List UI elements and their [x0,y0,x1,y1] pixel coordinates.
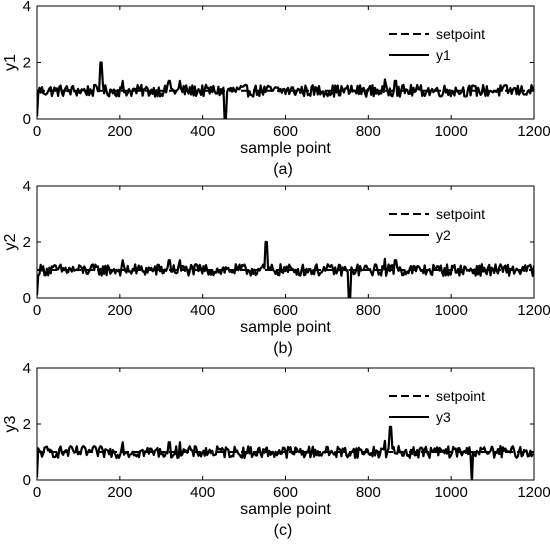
panel-caption: (c) [274,522,293,539]
chart-panel-3: 0 200 400 600 800 1000 1200 0 2 4 sample point y3 (c… [2,360,550,539]
chart-panel-1: 0 200 400 600 800 1000 1200 0 2 4 sample point y1 (a… [2,0,550,178]
x-tick-label: 200 [107,484,132,501]
y-tick-label: 2 [23,416,31,433]
x-tick-label: 400 [190,302,215,319]
legend-label: y2 [436,227,451,243]
x-tick-label: 800 [356,123,381,140]
legend-label: setpoint [436,26,485,42]
legend: setpoint y3 [389,388,485,425]
x-tick-label: 400 [190,123,215,140]
legend-label: setpoint [436,388,485,404]
x-tick-label: 800 [356,302,381,319]
x-tick-label: 200 [107,123,132,140]
x-tick-label: 400 [190,484,215,501]
x-tick-label: 0 [33,484,41,501]
x-tick-label: 800 [356,484,381,501]
legend: setpoint y1 [389,26,485,63]
y-tick-label: 0 [23,111,31,128]
x-tick-label: 1000 [434,302,467,319]
series-output-line [37,61,534,119]
x-axis-label: sample point [240,140,331,157]
x-tick-label: 1200 [517,302,550,319]
plot-frame [36,185,535,299]
plot-frame [36,367,535,481]
x-tick-label: 1200 [517,484,550,501]
y-tick-label: 0 [23,290,31,307]
x-tick-label: 1000 [434,123,467,140]
x-axis-label: sample point [240,319,331,336]
y-tick-label: 0 [23,472,31,489]
y-tick-label: 2 [23,55,31,72]
legend-label: setpoint [436,206,485,222]
x-tick-label: 600 [273,484,298,501]
y-tick-label: 4 [23,0,31,15]
legend-label: y3 [436,409,451,425]
chart-panel-2: 0 200 400 600 800 1000 1200 0 2 4 sample point y2 (b… [2,178,550,357]
y-axis-label: y3 [2,415,19,432]
panel-caption: (b) [273,340,293,357]
y-tick-label: 4 [23,360,31,377]
series-output-line [37,240,534,298]
legend: setpoint y2 [389,206,485,243]
x-tick-label: 600 [273,123,298,140]
plot-frame [36,5,535,120]
x-tick-label: 1200 [517,123,550,140]
y-axis-label: y2 [2,233,19,250]
panel-caption: (a) [273,161,293,178]
x-tick-label: 600 [273,302,298,319]
x-axis-label: sample point [240,501,331,518]
y-tick-label: 4 [23,178,31,195]
x-tick-label: 0 [33,302,41,319]
x-tick-label: 0 [33,123,41,140]
y-tick-label: 2 [23,234,31,251]
x-tick-label: 200 [107,302,132,319]
x-tick-label: 1000 [434,484,467,501]
legend-label: y1 [436,47,451,63]
series-output-line [37,425,534,480]
y-axis-label: y1 [2,54,19,71]
